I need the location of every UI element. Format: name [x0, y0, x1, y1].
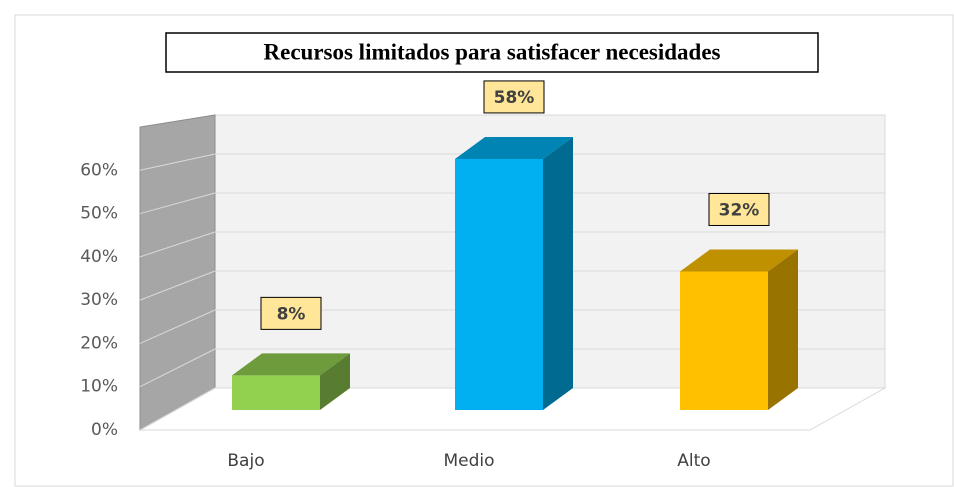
y-tick-label: 10% — [80, 377, 118, 397]
data-label-box — [260, 296, 322, 330]
y-tick-label: 30% — [80, 290, 118, 310]
data-label-box — [708, 192, 770, 226]
bar-top — [232, 353, 350, 376]
x-tick-label: Bajo — [227, 451, 264, 471]
bar — [232, 353, 350, 410]
y-tick-label: 20% — [80, 333, 118, 353]
plot-area: 0% 10% 20% 30% 40% 50% 60% 8% Bajo 58% Medio 32% Alt… — [80, 80, 887, 471]
chart-title: Recursos limitados para satisfacer neces… — [264, 39, 721, 64]
y-tick-label: 50% — [80, 204, 118, 224]
bar — [455, 136, 573, 410]
y-tick-label: 0% — [91, 420, 118, 440]
bar-top — [455, 136, 573, 159]
side-grid-line — [139, 387, 216, 431]
bar-side — [320, 353, 350, 410]
bar-top — [680, 249, 798, 272]
bar-front — [455, 158, 543, 410]
side-grid-line — [139, 192, 216, 215]
x-tick-label: Medio — [443, 451, 494, 471]
y-tick-label: 60% — [80, 160, 118, 180]
side-grid-line — [139, 270, 216, 301]
side-grid-line — [139, 309, 216, 344]
x-tick-label: Alto — [677, 451, 710, 471]
bar-front — [680, 271, 768, 410]
data-label: 32% — [719, 200, 760, 220]
data-label: 58% — [494, 88, 535, 108]
bar-side — [543, 136, 573, 410]
bar-side — [768, 249, 798, 410]
data-label-box — [483, 80, 545, 114]
data-label: 8% — [277, 304, 306, 324]
side-grid-line — [139, 153, 216, 171]
title-box — [165, 32, 819, 73]
y-tick-label: 40% — [80, 247, 118, 267]
bar — [680, 249, 798, 410]
side-grid-line — [139, 231, 216, 258]
bar-front — [232, 375, 320, 410]
side-grid-line — [139, 348, 216, 388]
